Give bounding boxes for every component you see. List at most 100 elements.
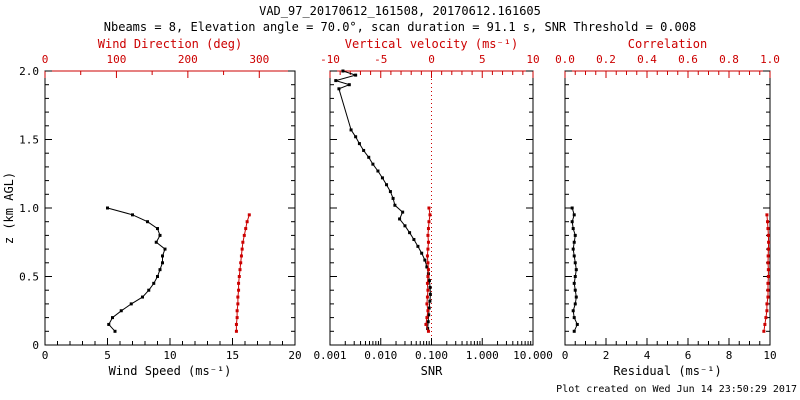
series-correlation-marker xyxy=(766,220,770,224)
series-vertical_velocity-marker xyxy=(426,329,430,333)
x-tick-label: 20 xyxy=(288,349,301,362)
y-tick-label: 0.5 xyxy=(19,271,39,284)
series-residual-marker xyxy=(574,295,578,299)
series-correlation-marker xyxy=(766,295,770,299)
x2-tick-label: 0 xyxy=(428,53,435,66)
x2-tick-label: 5 xyxy=(479,53,486,66)
series-wind_speed-marker xyxy=(156,227,159,231)
x2-axis-title: Vertical velocity (ms⁻¹) xyxy=(345,37,518,51)
series-snr-marker xyxy=(347,83,351,87)
panel-frame xyxy=(564,70,771,346)
series-residual-marker xyxy=(575,322,579,326)
series-vertical_velocity-marker xyxy=(426,309,430,313)
series-correlation-marker xyxy=(765,213,769,217)
series-snr-marker xyxy=(426,320,430,324)
series-wind_speed-marker xyxy=(147,288,151,292)
series-wind_speed-marker xyxy=(146,220,149,224)
series-snr-marker xyxy=(371,162,375,166)
series-wind_speed-marker xyxy=(141,295,144,299)
series-wind_speed-marker xyxy=(107,322,111,326)
series-wind_speed-marker xyxy=(152,281,156,285)
series-wind_direction-marker xyxy=(239,261,243,265)
series-wind_direction-marker xyxy=(239,254,243,258)
series-vertical_velocity-marker xyxy=(426,288,430,292)
y-tick-label: 2.0 xyxy=(19,65,39,78)
series-snr-marker xyxy=(416,244,420,248)
series-vertical_velocity-marker xyxy=(426,261,430,265)
series-correlation-marker xyxy=(766,227,770,231)
x-tick-label: 8 xyxy=(726,349,733,362)
x2-tick-label: 0.6 xyxy=(678,53,698,66)
series-correlation-marker xyxy=(766,268,770,272)
x-tick-label: 10 xyxy=(763,349,776,362)
series-wind_speed-line xyxy=(107,207,166,332)
series-residual-marker xyxy=(573,233,577,237)
series-vertical_velocity-marker xyxy=(427,220,431,224)
series-wind_speed-marker xyxy=(119,309,123,313)
series-residual-marker xyxy=(570,206,574,210)
x2-tick-label: 1.0 xyxy=(760,53,780,66)
x2-tick-label: 0.8 xyxy=(719,53,739,66)
series-snr-marker xyxy=(408,231,412,235)
series-wind_speed-marker xyxy=(129,302,133,306)
series-snr-marker xyxy=(380,176,384,180)
residual-panel: 0 2 4 6 8 10 0.0 0.2 0.4 0.6 0.8 1.0 Residual (ms⁻¹)… xyxy=(555,37,780,378)
series-correlation-marker xyxy=(766,233,770,237)
series-snr-marker xyxy=(391,196,395,200)
x2-tick-label: 0.4 xyxy=(637,53,657,66)
x-tick-label: 0 xyxy=(562,349,569,362)
series-wind_direction-marker xyxy=(237,281,241,285)
series-snr-marker xyxy=(354,135,358,139)
x2-tick-label: 0.0 xyxy=(555,53,575,66)
series-wind_direction-marker xyxy=(237,288,241,292)
series-snr-marker xyxy=(428,292,432,296)
series-wind_speed-marker xyxy=(161,261,164,265)
x2-axis-title: Wind Direction (deg) xyxy=(98,37,243,51)
series-wind_speed-marker xyxy=(163,247,167,251)
x-tick-label: 15 xyxy=(226,349,239,362)
series-snr-marker xyxy=(428,285,432,289)
series-wind_direction-marker xyxy=(235,316,239,320)
y-axis-label: z (km AGL) xyxy=(2,172,16,244)
x-tick-label: 4 xyxy=(644,349,651,362)
series-vertical_velocity-marker xyxy=(426,227,430,231)
series-vertical_velocity-marker xyxy=(428,213,432,217)
series-vertical_velocity-marker xyxy=(426,240,430,244)
series-snr-marker xyxy=(398,217,402,221)
plot-subtitle: Nbeams = 8, Elevation angle = 70.0°, sca… xyxy=(104,20,696,34)
series-snr-marker xyxy=(427,279,431,283)
x-tick-label: 5 xyxy=(104,349,111,362)
x-tick-label: 0.010 xyxy=(364,349,397,362)
series-snr-marker xyxy=(334,79,338,83)
x-tick-label: 10 xyxy=(163,349,176,362)
x2-tick-label: 10 xyxy=(526,53,539,66)
x-tick-label: 0.100 xyxy=(415,349,448,362)
x2-tick-label: -5 xyxy=(374,53,387,66)
series-snr-marker xyxy=(362,148,366,152)
series-wind_direction-marker xyxy=(235,309,239,313)
x2-tick-label: 0 xyxy=(42,53,49,66)
series-vertical_velocity-marker xyxy=(425,281,429,285)
series-wind_direction-line xyxy=(235,214,250,332)
series-residual-marker xyxy=(573,261,577,265)
series-snr-marker xyxy=(412,238,416,242)
series-snr-marker xyxy=(376,169,380,173)
series-vertical_velocity-marker xyxy=(427,206,431,210)
panel-frame xyxy=(44,70,296,346)
series-wind_direction-marker xyxy=(244,227,248,231)
x2-tick-label: 100 xyxy=(106,53,126,66)
x-axis-title: SNR xyxy=(421,364,443,378)
series-wind_direction-marker xyxy=(240,247,244,251)
x-tick-label: 2 xyxy=(603,349,610,362)
snr-panel: 0.001 0.010 0.100 1.000 10.000 -10 -5 0 5 10 SNR Ve… xyxy=(313,37,552,378)
series-wind_direction-marker xyxy=(234,322,238,326)
series-residual-marker xyxy=(574,268,578,272)
series-residual-marker xyxy=(573,288,577,292)
series-wind_speed-marker xyxy=(156,275,159,278)
x-axis-title: Residual (ms⁻¹) xyxy=(613,364,721,378)
series-snr-marker xyxy=(349,128,353,132)
series-snr-marker xyxy=(341,69,345,73)
